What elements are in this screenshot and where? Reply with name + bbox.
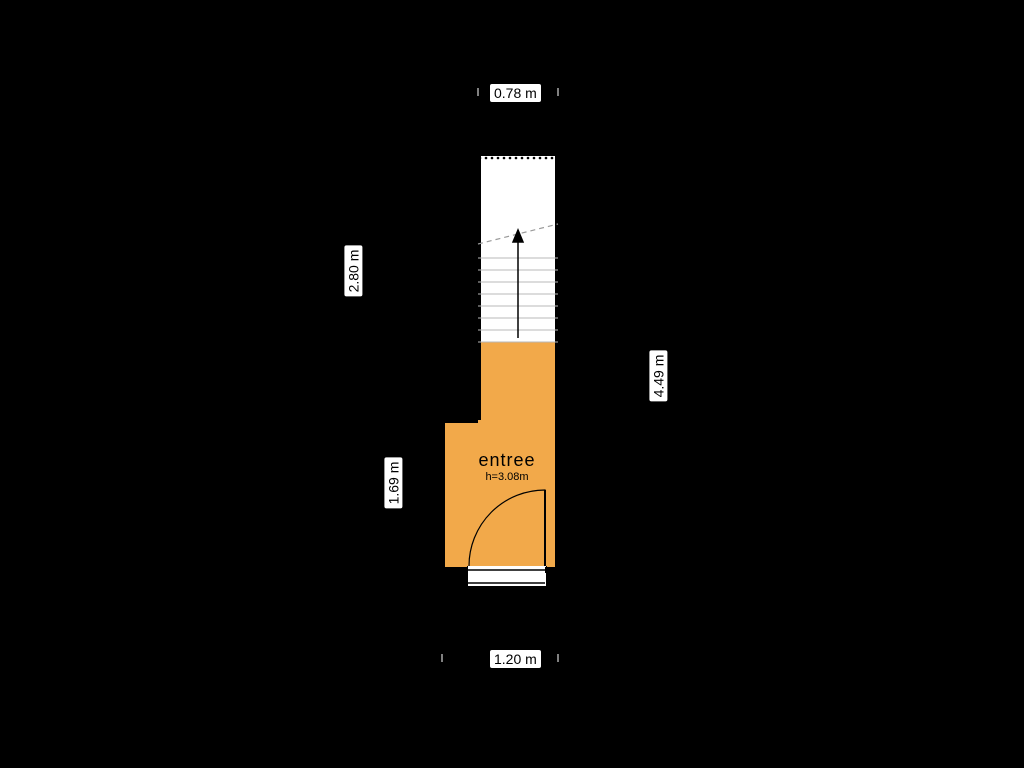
floorplan-canvas: 0.78 m 2.80 m 1.69 m 4.49 m 1.20 m entre… (0, 0, 1024, 768)
plan-lines (0, 0, 1024, 768)
stair-arrow-up (513, 230, 523, 338)
stair-top-dots (479, 157, 560, 160)
door-arc (469, 490, 545, 566)
